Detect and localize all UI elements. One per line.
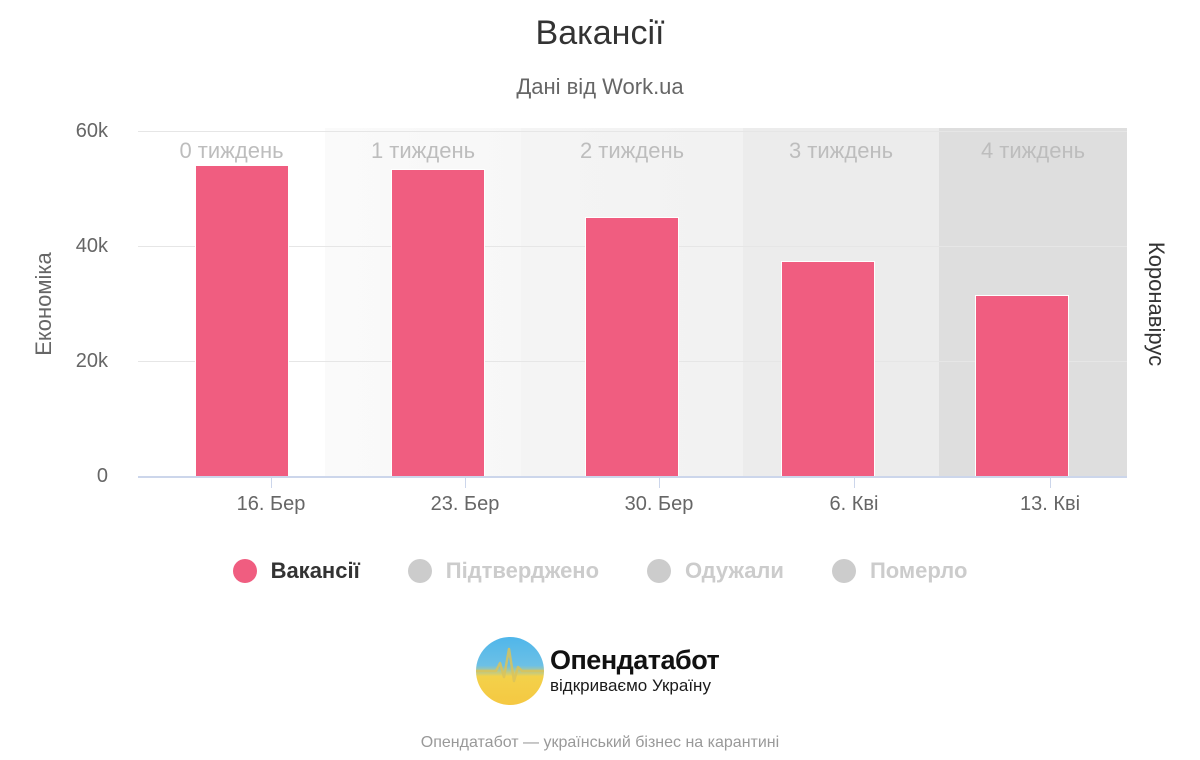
- y-axis-title-right: Коронавірус: [1144, 241, 1169, 367]
- legend-dot-icon: [831, 559, 856, 583]
- legend-label: Одужали: [685, 558, 784, 583]
- legend-item-pidtverdzheno[interactable]: Підтверджено: [407, 558, 600, 584]
- chart-subtitle: Дані від Work.ua: [516, 74, 684, 99]
- legend-item-vakansii[interactable]: Вакансії: [232, 558, 360, 584]
- band-label: 1 тиждень: [370, 138, 476, 163]
- legend-dot-icon: [407, 559, 432, 583]
- x-tick-label: 30. Бер: [624, 493, 694, 515]
- plot-area: 0 тиждень 1 тиждень 2 тиждень 3 тиждень …: [138, 128, 1127, 478]
- chart-legend: Вакансії Підтверджено Одужали Померло: [0, 558, 1200, 584]
- legend-label: Померло: [869, 558, 968, 583]
- opendatabot-logo: Опендатабот відкриваємо Україну: [476, 637, 720, 705]
- x-tick-label: 16. Бер: [236, 493, 306, 515]
- bar-30-ber[interactable]: [586, 218, 678, 477]
- logo-pulse-icon: [476, 637, 544, 705]
- legend-dot-icon: [647, 559, 672, 583]
- bar-16-ber[interactable]: [196, 166, 288, 477]
- legend-label: Підтверджено: [445, 558, 600, 583]
- bar-13-kvi[interactable]: [976, 296, 1068, 477]
- y-tick-0: 0: [96, 465, 108, 487]
- x-tick-mark: [659, 478, 660, 488]
- gridline-60k: [138, 131, 1127, 132]
- x-tick-label: 23. Бер: [430, 493, 500, 515]
- band-label: 0 тиждень: [179, 138, 284, 163]
- legend-item-pomerlo[interactable]: Померло: [831, 558, 968, 584]
- y-tick-20k: 20k: [75, 350, 108, 372]
- legend-dot-icon: [232, 559, 257, 583]
- x-tick-mark: [1050, 478, 1051, 488]
- y-tick-60k: 60k: [75, 120, 108, 142]
- chart-title: Вакансії: [535, 14, 665, 52]
- band-label: 4 тиждень: [980, 138, 1086, 163]
- bar-6-kvi[interactable]: [782, 262, 874, 477]
- x-tick-mark: [854, 478, 855, 488]
- footer-caption: Опендатабот — український бізнес на кара…: [420, 734, 780, 751]
- y-axis-title-left: Економіка: [31, 252, 56, 356]
- legend-item-oduzhaly[interactable]: Одужали: [647, 558, 784, 584]
- bar-23-ber[interactable]: [392, 170, 484, 477]
- y-tick-40k: 40k: [75, 235, 108, 257]
- x-tick-label: 6. Кві: [829, 493, 879, 515]
- legend-label: Вакансії: [270, 558, 360, 583]
- band-label: 2 тиждень: [579, 138, 685, 163]
- x-axis-line: [138, 476, 1127, 478]
- logo-name: Опендатабот: [550, 645, 720, 675]
- x-tick-mark: [271, 478, 272, 488]
- x-tick-mark: [465, 478, 466, 488]
- x-tick-label: 13. Кві: [1019, 493, 1081, 515]
- logo-tagline: відкриваємо Україну: [550, 676, 711, 695]
- band-label: 3 тиждень: [788, 138, 894, 163]
